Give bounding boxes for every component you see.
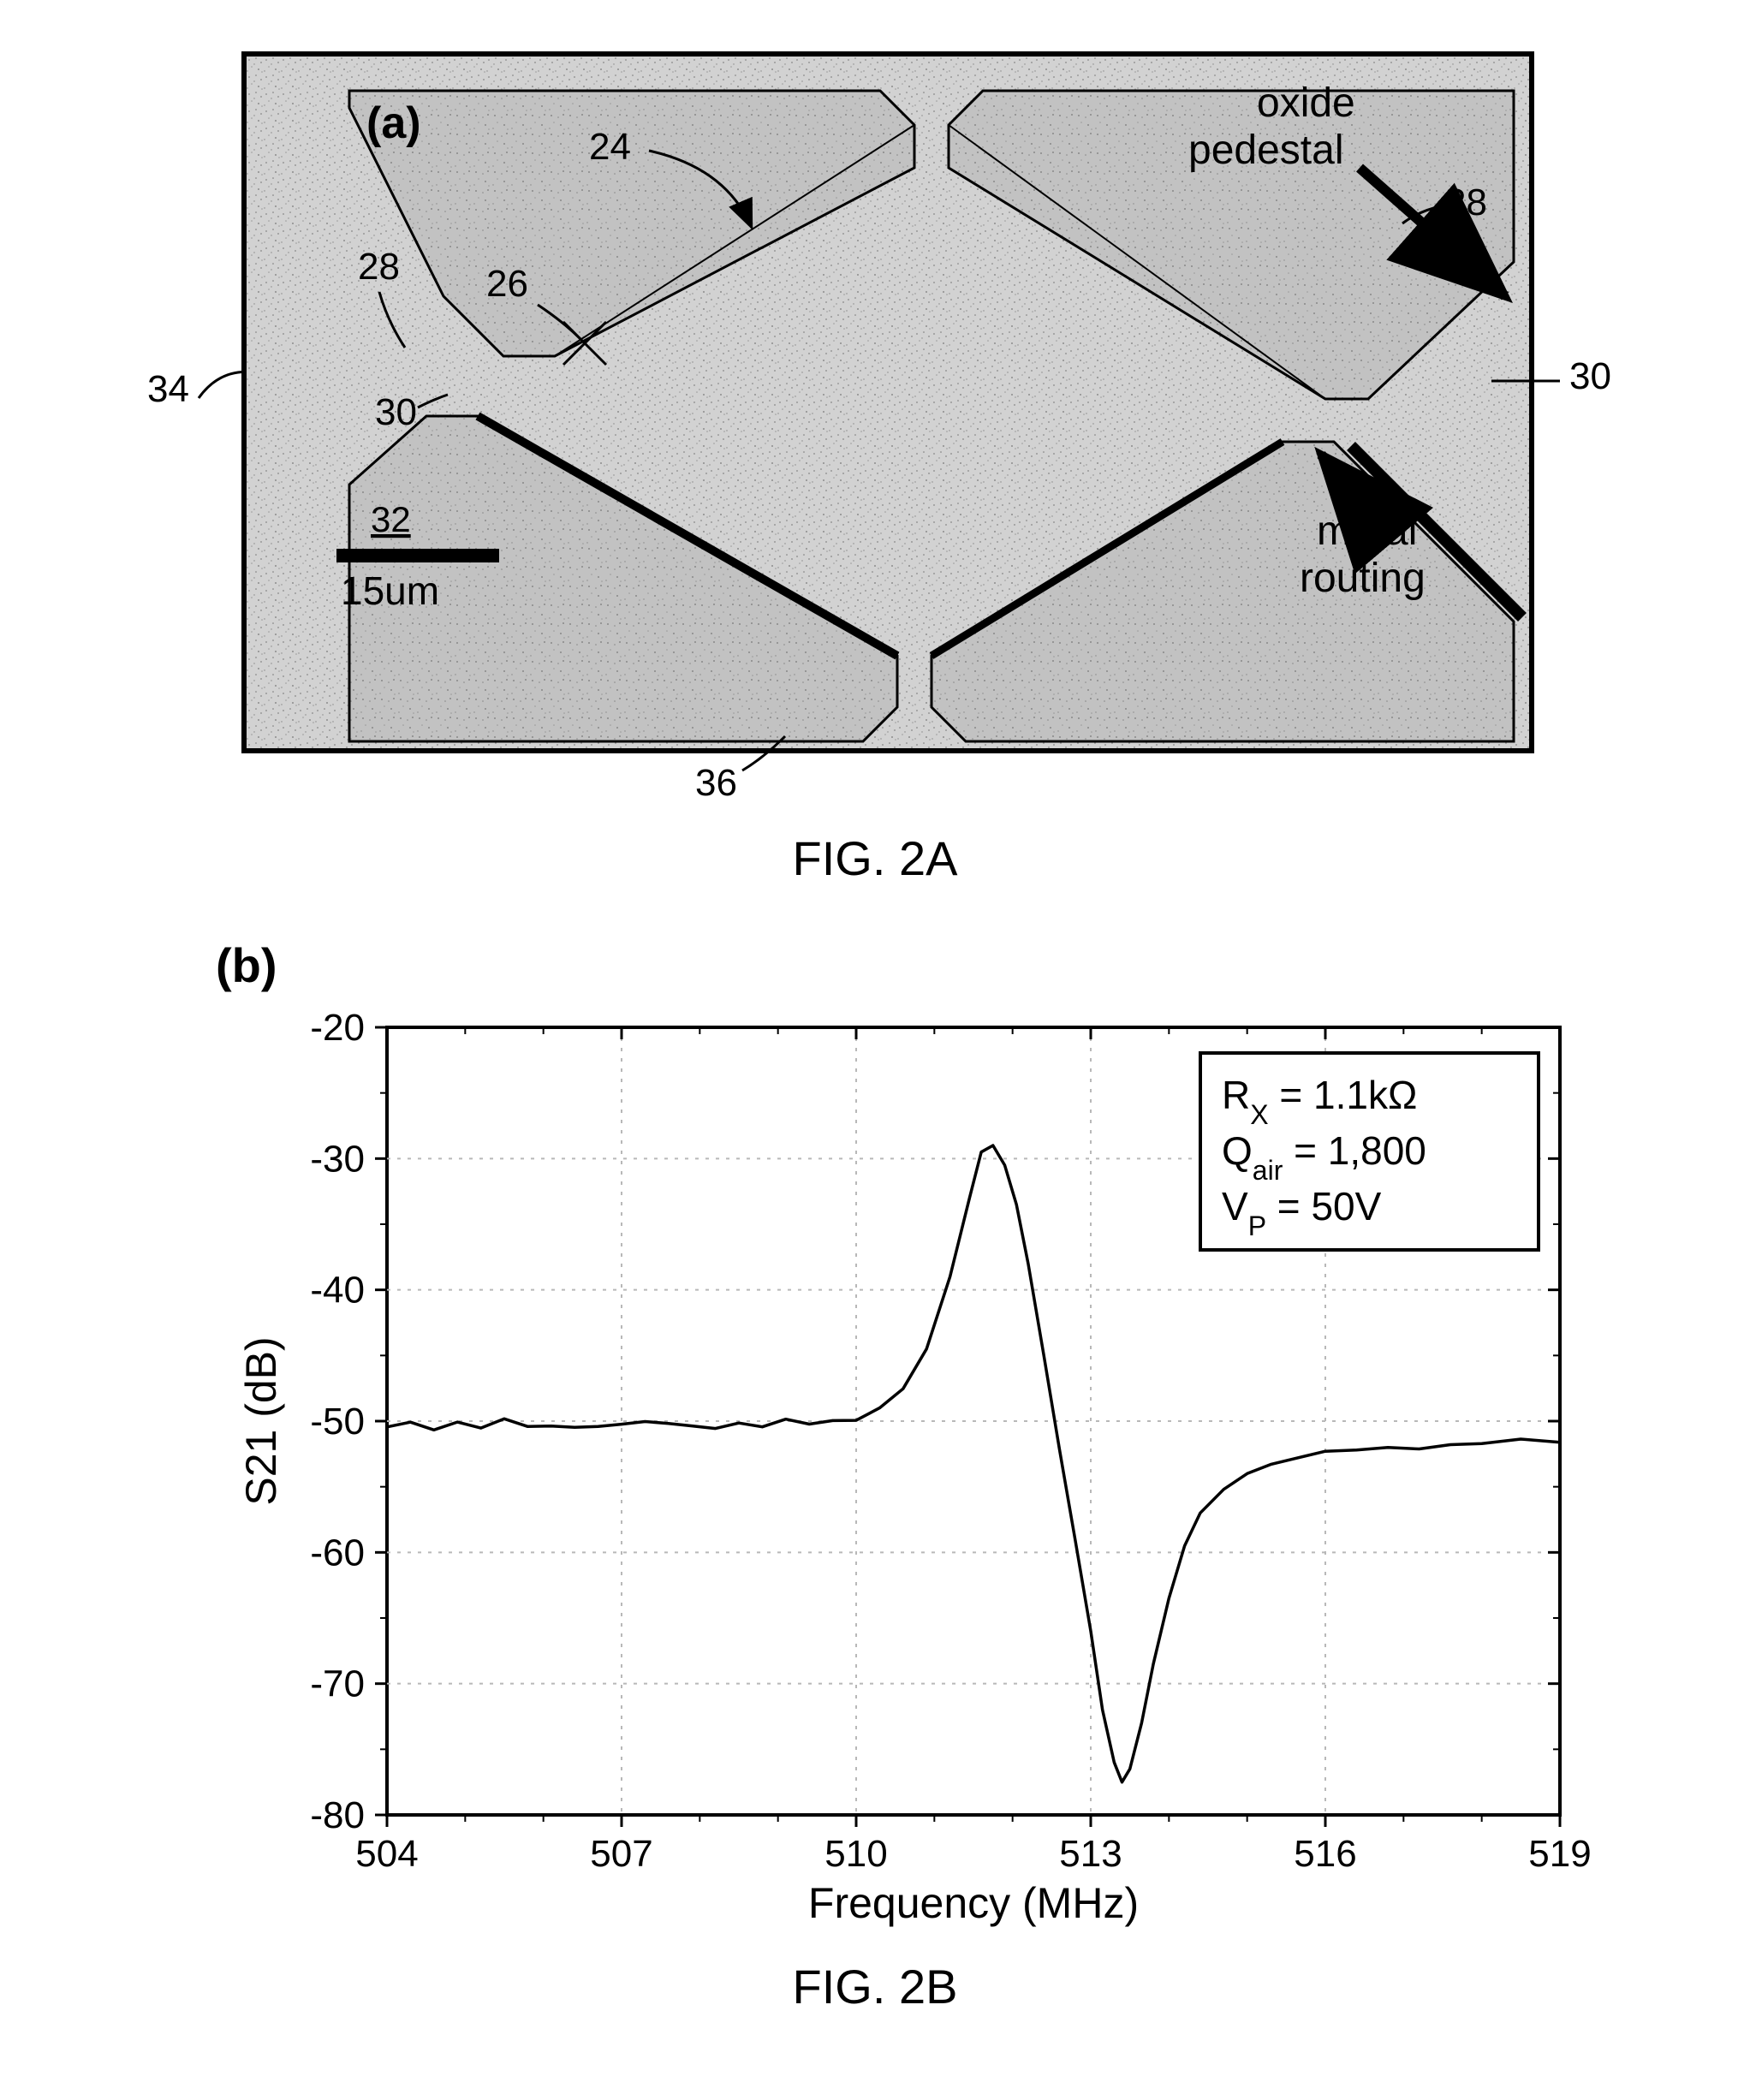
svg-text:519: 519: [1528, 1833, 1591, 1875]
oxide-label-1: oxide: [1257, 80, 1355, 126]
ref-24: 24: [589, 126, 631, 168]
ref-36: 36: [695, 762, 737, 805]
ref-30-right: 30: [1569, 355, 1611, 398]
metal-label-1: metal: [1317, 509, 1417, 554]
caption-b: FIG. 2B: [156, 1959, 1594, 2014]
subfig-a-label: (a): [366, 98, 421, 148]
ref-30-left: 30: [375, 391, 417, 433]
panel-a: 34: [147, 51, 1603, 886]
figure-container: 34: [34, 51, 1716, 2014]
metal-label-2: routing: [1300, 556, 1426, 601]
svg-text:513: 513: [1059, 1833, 1122, 1875]
oxide-label-2: pedestal: [1188, 128, 1343, 173]
svg-text:-40: -40: [310, 1270, 365, 1312]
ref-34: 34: [147, 368, 189, 411]
svg-text:-80: -80: [310, 1794, 365, 1836]
svg-text:-30: -30: [310, 1138, 365, 1180]
chart-svg: 504 507 510 513 516 519 -80 -70 -60 -50 -40 -30 -20 F…: [224, 1002, 1594, 1943]
ref-32: 32: [371, 499, 411, 539]
ref-28-right: 28: [1445, 181, 1487, 223]
panel-a-svg: (a) 24 26 28 30 oxide pede: [247, 57, 1529, 748]
svg-text:507: 507: [590, 1833, 652, 1875]
svg-text:-20: -20: [310, 1007, 365, 1049]
panel-a-frame: (a) 24 26 28 30 oxide pede: [241, 51, 1534, 753]
svg-text:504: 504: [355, 1833, 418, 1875]
scale-bar-label: 15um: [341, 568, 439, 613]
svg-text:-50: -50: [310, 1401, 365, 1443]
svg-text:-70: -70: [310, 1663, 365, 1705]
subfig-b-label: (b): [216, 937, 1594, 993]
ref-26: 26: [486, 263, 528, 305]
svg-text:510: 510: [824, 1833, 887, 1875]
s21-chart: 504 507 510 513 516 519 -80 -70 -60 -50 -40 -30 -20 F…: [224, 1002, 1594, 1943]
svg-text:516: 516: [1294, 1833, 1356, 1875]
panel-b: (b) 504 507 510 513 516 519 -80 -70 -60 -50 -40 -30…: [156, 937, 1594, 2014]
scale-bar: [336, 549, 499, 562]
ref-28-left: 28: [358, 246, 400, 288]
svg-text:S21 (dB): S21 (dB): [237, 1336, 285, 1505]
svg-text:-60: -60: [310, 1532, 365, 1574]
caption-a: FIG. 2A: [147, 830, 1603, 886]
svg-text:Frequency (MHz): Frequency (MHz): [808, 1879, 1139, 1927]
